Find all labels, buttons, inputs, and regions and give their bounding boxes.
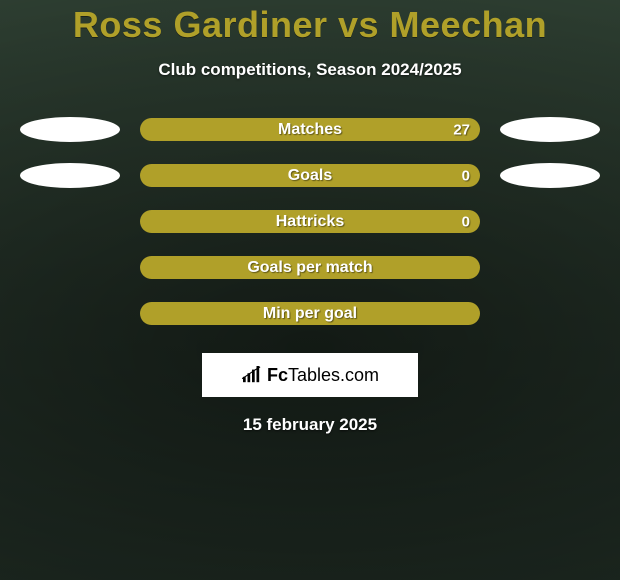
page-subtitle: Club competitions, Season 2024/2025	[158, 60, 461, 80]
player-right-ellipse	[500, 117, 600, 142]
stat-row: Goals per match	[0, 256, 620, 279]
stat-label: Goals	[288, 167, 332, 185]
stat-bar: Min per goal	[140, 302, 480, 325]
logo-suffix: .com	[340, 365, 379, 385]
infographic-content: Ross Gardiner vs Meechan Club competitio…	[0, 0, 620, 580]
page-title: Ross Gardiner vs Meechan	[73, 4, 547, 46]
date-label: 15 february 2025	[243, 415, 377, 435]
stat-value: 27	[453, 121, 470, 138]
stat-value: 0	[462, 167, 470, 184]
fctables-logo: FcTables.com	[202, 353, 418, 397]
stat-row: Min per goal	[0, 302, 620, 325]
stat-value: 0	[462, 213, 470, 230]
stats-container: Matches 27 Goals 0 Hattricks 0 Goals per match…	[0, 118, 620, 325]
stat-bar: Matches 27	[140, 118, 480, 141]
stat-row: Goals 0	[0, 164, 620, 187]
stat-bar: Hattricks 0	[140, 210, 480, 233]
logo-rest: Tables	[288, 365, 340, 385]
stat-row: Matches 27	[0, 118, 620, 141]
player-left-ellipse	[20, 117, 120, 142]
stat-label: Goals per match	[247, 259, 372, 277]
stat-row: Hattricks 0	[0, 210, 620, 233]
stat-label: Min per goal	[263, 305, 357, 323]
stat-bar: Goals 0	[140, 164, 480, 187]
logo-bold: Fc	[267, 365, 288, 385]
stat-bar: Goals per match	[140, 256, 480, 279]
bar-chart-icon	[241, 366, 263, 384]
stat-label: Matches	[278, 121, 342, 139]
logo-text: FcTables.com	[267, 365, 379, 386]
stat-label: Hattricks	[276, 213, 344, 231]
player-left-ellipse	[20, 163, 120, 188]
player-right-ellipse	[500, 163, 600, 188]
